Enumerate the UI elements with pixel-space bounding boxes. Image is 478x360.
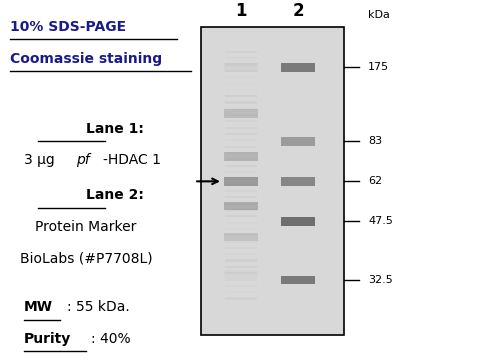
FancyBboxPatch shape [225, 108, 257, 110]
FancyBboxPatch shape [225, 247, 257, 249]
Text: Purity: Purity [24, 332, 71, 346]
FancyBboxPatch shape [225, 146, 257, 148]
FancyBboxPatch shape [225, 139, 257, 141]
Text: : 40%: : 40% [91, 332, 130, 346]
FancyBboxPatch shape [225, 196, 257, 198]
FancyBboxPatch shape [225, 266, 257, 268]
FancyBboxPatch shape [225, 240, 257, 243]
FancyBboxPatch shape [281, 63, 315, 72]
FancyBboxPatch shape [281, 217, 315, 226]
FancyBboxPatch shape [225, 165, 257, 167]
FancyBboxPatch shape [224, 202, 258, 210]
Text: 2: 2 [293, 2, 304, 20]
FancyBboxPatch shape [224, 63, 258, 72]
FancyBboxPatch shape [201, 27, 344, 336]
FancyBboxPatch shape [225, 285, 257, 287]
FancyBboxPatch shape [225, 102, 257, 104]
FancyBboxPatch shape [225, 228, 257, 230]
FancyBboxPatch shape [225, 95, 257, 97]
FancyBboxPatch shape [225, 272, 257, 274]
FancyBboxPatch shape [225, 253, 257, 255]
FancyBboxPatch shape [225, 158, 257, 161]
FancyBboxPatch shape [225, 133, 257, 135]
FancyBboxPatch shape [224, 109, 258, 118]
FancyBboxPatch shape [281, 137, 315, 145]
Text: Lane 1:: Lane 1: [86, 122, 143, 136]
Text: Protein Marker: Protein Marker [35, 220, 137, 234]
FancyBboxPatch shape [225, 260, 257, 262]
Text: 83: 83 [368, 136, 382, 146]
FancyBboxPatch shape [224, 152, 258, 161]
Text: kDa: kDa [368, 10, 390, 20]
FancyBboxPatch shape [225, 171, 257, 173]
FancyBboxPatch shape [225, 76, 257, 78]
FancyBboxPatch shape [281, 177, 315, 186]
FancyBboxPatch shape [225, 89, 257, 91]
FancyBboxPatch shape [225, 184, 257, 186]
FancyBboxPatch shape [224, 270, 258, 278]
FancyBboxPatch shape [224, 177, 258, 186]
Text: 32.5: 32.5 [368, 275, 393, 285]
FancyBboxPatch shape [225, 152, 257, 154]
FancyBboxPatch shape [225, 177, 257, 179]
FancyBboxPatch shape [225, 234, 257, 236]
Text: pf: pf [76, 153, 90, 167]
FancyBboxPatch shape [225, 215, 257, 217]
Text: Lane 2:: Lane 2: [86, 188, 143, 202]
FancyBboxPatch shape [225, 114, 257, 116]
Text: 1: 1 [235, 2, 247, 20]
FancyBboxPatch shape [225, 57, 257, 59]
Text: 10% SDS-PAGE: 10% SDS-PAGE [10, 20, 126, 34]
FancyBboxPatch shape [225, 82, 257, 85]
FancyBboxPatch shape [225, 70, 257, 72]
FancyBboxPatch shape [225, 190, 257, 192]
FancyBboxPatch shape [225, 297, 257, 300]
Text: BioLabs (#P7708L): BioLabs (#P7708L) [20, 251, 152, 265]
FancyBboxPatch shape [225, 209, 257, 211]
Text: Coomassie staining: Coomassie staining [10, 52, 162, 66]
FancyBboxPatch shape [225, 120, 257, 122]
FancyBboxPatch shape [225, 221, 257, 224]
Text: : 55 kDa.: : 55 kDa. [67, 301, 130, 314]
FancyBboxPatch shape [225, 203, 257, 205]
Text: 175: 175 [368, 62, 389, 72]
FancyBboxPatch shape [225, 63, 257, 66]
Text: 62: 62 [368, 176, 382, 186]
Text: 47.5: 47.5 [368, 216, 393, 226]
Text: MW: MW [24, 301, 53, 314]
FancyBboxPatch shape [225, 51, 257, 53]
FancyBboxPatch shape [224, 233, 258, 241]
FancyBboxPatch shape [225, 291, 257, 293]
Text: 3 μg: 3 μg [24, 153, 59, 167]
FancyBboxPatch shape [225, 279, 257, 280]
FancyBboxPatch shape [281, 276, 315, 284]
FancyBboxPatch shape [225, 127, 257, 129]
Text: -HDAC 1: -HDAC 1 [103, 153, 161, 167]
